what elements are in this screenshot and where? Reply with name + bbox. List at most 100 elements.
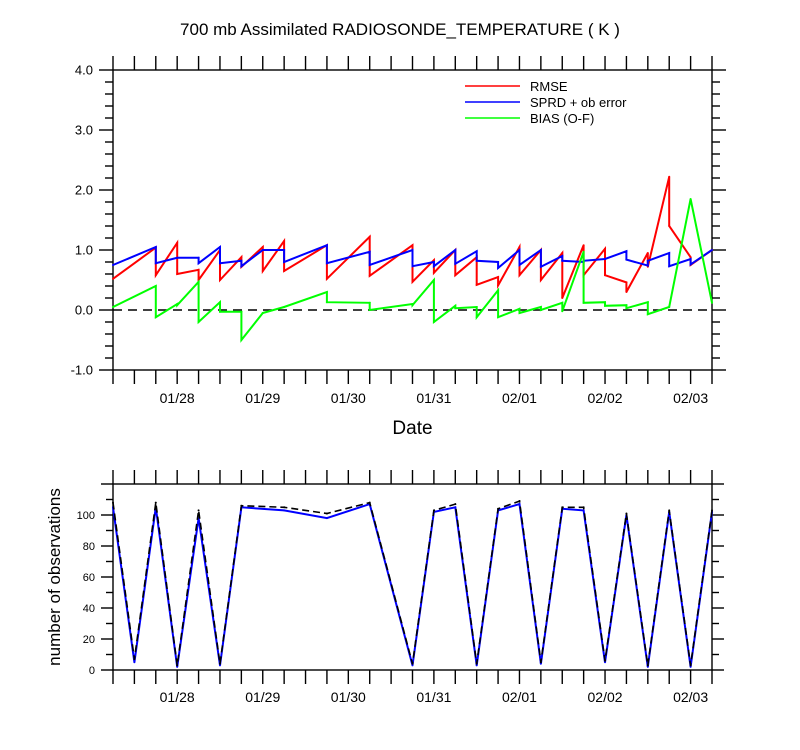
data-point-sprd-ob-error (432, 261, 435, 263)
y-tick-label: 20 (83, 634, 95, 646)
data-point-rmse (218, 279, 221, 281)
data-point-total (497, 507, 500, 510)
data-point-sprd-ob-error (325, 262, 328, 265)
x-tick-label: 02/03 (673, 689, 708, 705)
data-point-bias-o-f (454, 307, 457, 310)
data-point-rmse (646, 252, 649, 254)
data-point-rmse (497, 284, 500, 287)
data-point-total (197, 509, 200, 512)
data-point-sprd-ob-error (625, 258, 628, 261)
data-point-bias-o-f (240, 310, 243, 313)
data-point-bias-o-f (711, 301, 713, 304)
data-point-sprd-ob-error (604, 258, 607, 260)
data-point-sprd-ob-error (325, 244, 328, 247)
y-tick-label: 0.0 (75, 303, 93, 318)
data-point-sprd-ob-error (668, 265, 671, 268)
data-point-rmse (411, 244, 414, 247)
data-point-bias-o-f (218, 310, 221, 313)
data-point-sprd-ob-error (539, 265, 542, 268)
data-point-rmse (283, 270, 286, 272)
data-point-total (475, 662, 478, 665)
data-point-bias-o-f (689, 198, 692, 200)
data-point-bias-o-f (432, 321, 435, 323)
data-point-sprd-ob-error (561, 259, 564, 262)
data-point-assimilated (454, 506, 457, 509)
data-point-rmse (368, 235, 371, 238)
data-point-rmse (625, 291, 628, 293)
data-point-sprd-ob-error (475, 259, 478, 262)
data-point-sprd-ob-error (197, 256, 200, 259)
data-point-bias-o-f (604, 304, 607, 307)
data-point-total (454, 503, 457, 506)
data-point-rmse (432, 271, 435, 274)
x-tick-label: 01/31 (416, 390, 451, 406)
data-point-assimilated (411, 664, 414, 667)
legend-label: BIAS (O-F) (530, 111, 594, 126)
data-point-sprd-ob-error (283, 261, 286, 263)
data-point-bias-o-f (518, 312, 521, 314)
series-line-rmse (112, 176, 713, 299)
data-point-sprd-ob-error (497, 261, 500, 263)
data-point-bias-o-f (197, 280, 200, 283)
data-point-total (625, 512, 628, 515)
data-point-assimilated (646, 665, 649, 668)
data-point-bias-o-f (625, 307, 628, 310)
data-point-rmse (604, 274, 607, 277)
data-point-rmse (475, 283, 478, 286)
series-line-total (112, 500, 713, 666)
data-point-sprd-ob-error (432, 265, 435, 268)
data-point-rmse (176, 273, 179, 275)
bottom-panel: 01/28 01/29 01/30 01/31 02/01 02/02 02/03 0 20 40… (77, 470, 724, 705)
data-point-sprd-ob-error (218, 246, 221, 248)
data-point-sprd-ob-error (561, 255, 564, 257)
data-point-total (240, 504, 243, 507)
data-point-rmse (689, 256, 692, 259)
data-point-total (218, 662, 221, 665)
data-point-rmse (432, 259, 435, 262)
data-point-bias-o-f (582, 301, 585, 304)
x-tick-label: 02/01 (502, 390, 537, 406)
data-point-assimilated (518, 503, 521, 506)
data-point-bias-o-f (518, 307, 521, 310)
data-point-total (604, 659, 607, 662)
x-tick-label: 02/02 (588, 689, 623, 705)
data-point-total (411, 662, 414, 665)
data-point-total (518, 500, 521, 503)
data-point-sprd-ob-error (539, 249, 542, 251)
data-point-bias-o-f (411, 304, 414, 307)
data-point-rmse (518, 246, 521, 248)
data-point-sprd-ob-error (625, 250, 628, 253)
data-point-rmse (261, 270, 264, 272)
data-point-sprd-ob-error (454, 249, 457, 251)
data-point-total (325, 512, 328, 515)
data-point-assimilated (283, 509, 286, 512)
data-point-bias-o-f (625, 304, 628, 307)
data-point-assimilated (133, 661, 136, 664)
data-point-rmse (197, 268, 200, 271)
data-point-rmse (368, 274, 371, 277)
data-point-rmse (154, 274, 157, 277)
data-point-sprd-ob-error (240, 265, 243, 268)
x-tick-label: 01/30 (331, 390, 366, 406)
x-tick-label: 02/03 (673, 390, 708, 406)
data-point-bias-o-f (432, 279, 435, 281)
y-tick-label: 4.0 (75, 63, 93, 78)
data-point-total (561, 506, 564, 509)
data-point-rmse (176, 241, 179, 244)
data-point-assimilated (604, 661, 607, 664)
data-point-sprd-ob-error (518, 249, 521, 251)
data-point-total (539, 661, 542, 664)
data-point-sprd-ob-error (646, 264, 649, 267)
data-point-assimilated (218, 664, 221, 667)
data-point-sprd-ob-error (283, 249, 286, 251)
data-point-sprd-ob-error (368, 264, 371, 266)
y-tick-label: 0 (89, 665, 95, 677)
data-point-bias-o-f (368, 309, 371, 311)
data-point-bias-o-f (475, 316, 478, 319)
data-point-bias-o-f (646, 301, 649, 304)
data-point-bias-o-f (561, 310, 564, 313)
data-point-total (668, 509, 671, 512)
data-point-sprd-ob-error (518, 264, 521, 266)
data-point-bias-o-f (539, 309, 542, 311)
data-point-bias-o-f (325, 301, 328, 304)
